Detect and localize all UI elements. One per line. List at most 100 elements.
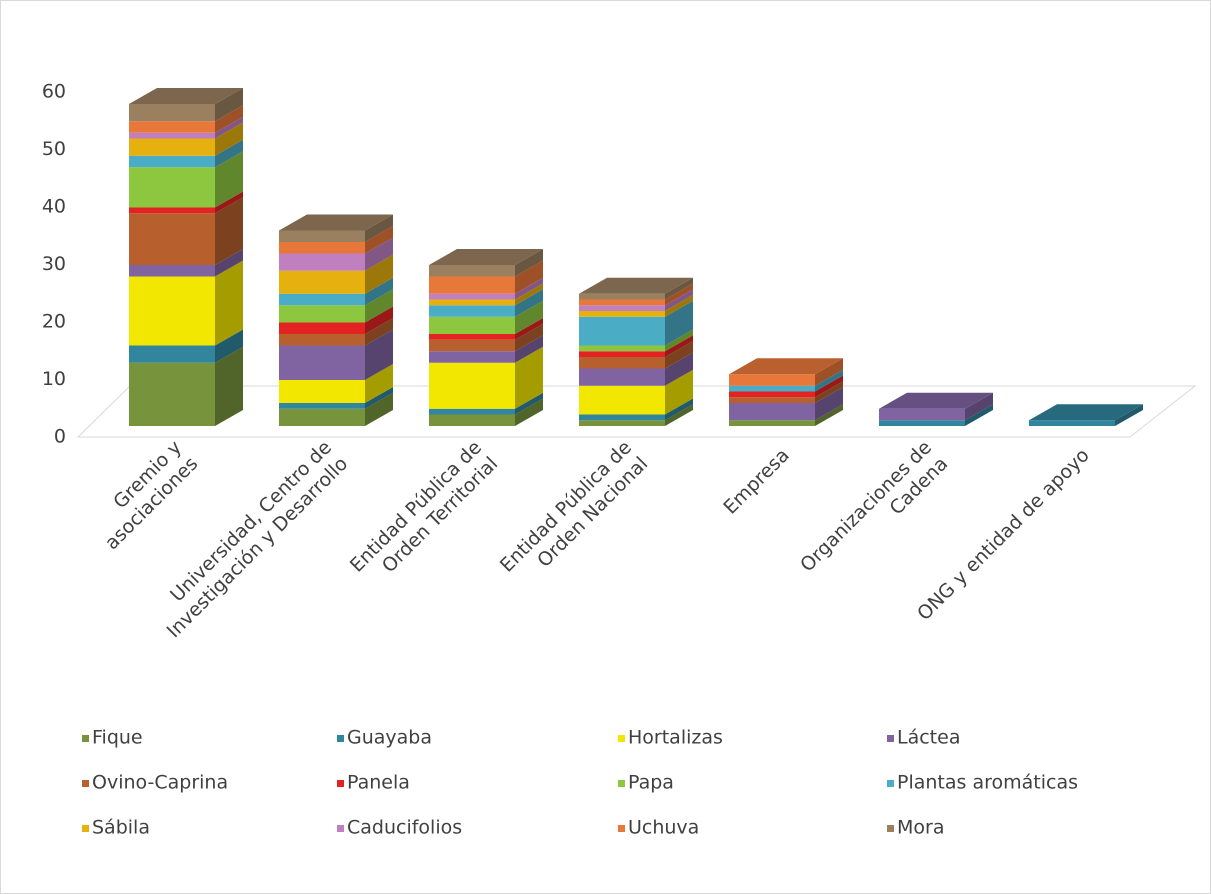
bar-side <box>215 191 243 214</box>
y-tick-label: 50 <box>42 138 66 160</box>
legend-label: Guayaba <box>347 727 432 749</box>
bar-segment <box>279 270 365 294</box>
bar-top <box>1029 404 1143 421</box>
bar-side <box>965 404 993 426</box>
legend-label: Láctea <box>897 727 960 749</box>
y-tick-label: 0 <box>54 426 66 448</box>
bar-side <box>665 335 693 357</box>
bar-segment <box>129 362 215 426</box>
bar-side <box>665 329 693 352</box>
legend-swatch <box>337 735 344 742</box>
bar-segment <box>429 414 515 426</box>
bar-side <box>665 341 693 369</box>
legend-swatch <box>887 780 894 787</box>
bar-segment <box>879 420 965 426</box>
bar-segment <box>579 299 665 306</box>
bar-side <box>515 300 543 334</box>
bar-segment <box>129 345 215 363</box>
bar-segment <box>579 420 665 426</box>
bar-side <box>1115 404 1143 426</box>
bar-top <box>279 214 393 231</box>
bar-segment <box>579 293 665 300</box>
bar-side <box>515 277 543 300</box>
bar-side <box>515 318 543 340</box>
bar-side <box>665 398 693 421</box>
bar-segment <box>279 380 365 403</box>
bar-segment <box>129 207 215 214</box>
legend-swatch <box>82 780 89 787</box>
legend-label: Hortalizas <box>628 727 723 749</box>
floor <box>76 385 1197 438</box>
bar-segment <box>279 305 365 323</box>
bar-segment <box>729 420 815 426</box>
bar-segment <box>279 334 365 346</box>
bar-segment <box>429 305 515 317</box>
bar-side <box>365 364 393 403</box>
bar-segment <box>279 242 365 254</box>
bar-top <box>729 358 843 375</box>
bar-side <box>365 237 393 271</box>
bar-segment <box>279 345 365 380</box>
bar-segment <box>429 299 515 306</box>
legend-label: Caducifolios <box>347 817 462 839</box>
bar-side <box>515 346 543 409</box>
bar-segment <box>429 265 515 277</box>
bar-segment <box>129 167 215 208</box>
bar-segment <box>279 293 365 306</box>
bar-side <box>665 352 693 386</box>
bar-side <box>515 335 543 363</box>
bar-side <box>815 375 843 398</box>
bar-side <box>215 139 243 168</box>
bar-segment <box>429 276 515 294</box>
bar-segment <box>129 121 215 133</box>
bar-segment <box>579 316 665 346</box>
bar-segment <box>729 397 815 403</box>
bar-segment <box>129 265 215 277</box>
bar-side <box>365 329 393 380</box>
bar-side <box>815 358 843 386</box>
bar-top <box>429 249 543 265</box>
bar-segment <box>579 311 665 317</box>
bar-segment <box>579 368 665 386</box>
bar-segment <box>879 408 965 421</box>
bar-side <box>665 277 693 300</box>
legend-label: Panela <box>347 772 410 794</box>
bar-segment <box>729 385 815 392</box>
bar-segment <box>729 403 815 421</box>
bar-segment <box>279 403 365 409</box>
legend-label: Plantas aromáticas <box>897 772 1078 794</box>
legend-swatch <box>618 825 625 832</box>
bar-side <box>215 346 243 426</box>
bar-segment <box>429 316 515 334</box>
bar-segment <box>729 391 815 398</box>
bar-segment <box>579 357 665 369</box>
y-tick-label: 20 <box>42 311 66 333</box>
bar-side <box>215 116 243 139</box>
bar-side <box>515 323 543 352</box>
bar-side <box>215 151 243 208</box>
bar-side <box>365 214 393 242</box>
y-tick-label: 40 <box>42 196 66 218</box>
legend-swatch <box>337 825 344 832</box>
legend-swatch <box>887 735 894 742</box>
bar-segment <box>579 351 665 357</box>
bar-side <box>215 329 243 363</box>
bar-segment <box>429 339 515 352</box>
legend-label: Mora <box>897 817 944 839</box>
legend-label: Uchuva <box>628 817 699 839</box>
legend-swatch <box>82 735 89 742</box>
legend-swatch <box>82 825 89 832</box>
bar-side <box>665 369 693 415</box>
legend-label: Ovino-Caprina <box>92 772 228 794</box>
bar-segment <box>129 276 215 346</box>
bar-segment <box>279 253 365 271</box>
bar-side <box>215 105 243 133</box>
bar-segment <box>129 138 215 156</box>
bar-segment <box>429 408 515 415</box>
bar-top <box>879 392 993 409</box>
bar-side <box>665 404 693 426</box>
bar-side <box>215 260 243 346</box>
bar-side <box>665 283 693 306</box>
bar-segment <box>579 305 665 311</box>
